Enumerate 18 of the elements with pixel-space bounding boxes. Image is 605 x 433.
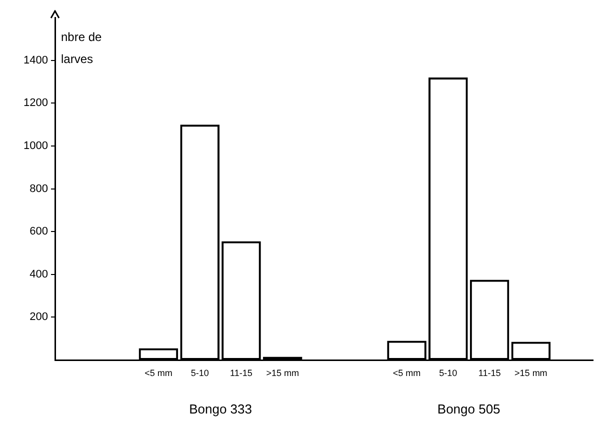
y-tick-label: 1000 [24,140,48,152]
x-tick-label: >15 mm [266,368,299,378]
y-tick-label: 200 [30,311,48,324]
x-tick-label: <5 mm [392,368,421,378]
y-tick-label: 1200 [24,97,48,110]
y-tick-label: 600 [30,226,48,238]
text: Bongo 505 [437,402,500,417]
x-tick-label: 5-10 [190,368,209,378]
y-tick-label: 1400 [24,54,48,66]
x-tick-label: >15 mm [514,368,548,378]
x-tick-label: <5 mm [144,368,172,378]
x-tick-label: 5-10 [439,368,458,378]
y-tick-label: 400 [30,268,48,280]
x-tick-label: 11-15 [478,368,501,378]
y-axis-title: nbre de larves [61,30,102,66]
y-tick-label: 800 [30,182,48,195]
text: Bongo 333 [189,402,252,417]
x-tick-label: 11-15 [230,368,252,378]
